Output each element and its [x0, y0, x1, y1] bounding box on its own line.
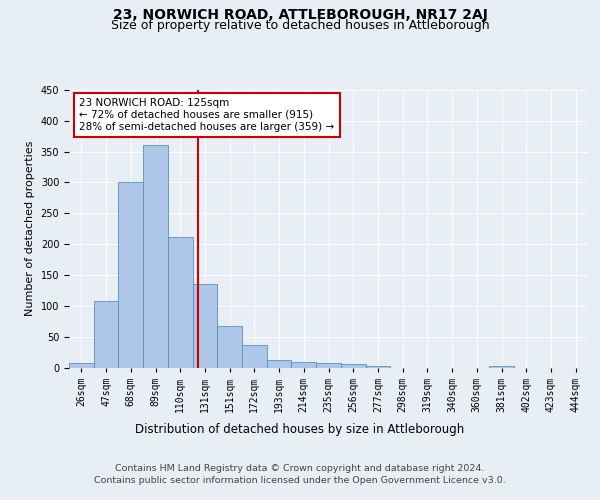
Text: 23, NORWICH ROAD, ATTLEBOROUGH, NR17 2AJ: 23, NORWICH ROAD, ATTLEBOROUGH, NR17 2AJ: [113, 8, 487, 22]
Y-axis label: Number of detached properties: Number of detached properties: [25, 141, 35, 316]
Bar: [143, 146, 168, 368]
Bar: [193, 284, 217, 368]
Bar: [341, 364, 365, 368]
Text: Distribution of detached houses by size in Attleborough: Distribution of detached houses by size …: [136, 422, 464, 436]
Text: Size of property relative to detached houses in Attleborough: Size of property relative to detached ho…: [110, 19, 490, 32]
Bar: [267, 360, 292, 368]
Bar: [365, 366, 390, 368]
Bar: [242, 344, 267, 368]
Text: Contains HM Land Registry data © Crown copyright and database right 2024.: Contains HM Land Registry data © Crown c…: [115, 464, 485, 473]
Bar: [118, 182, 143, 368]
Bar: [94, 301, 118, 368]
Bar: [69, 363, 94, 368]
Text: 23 NORWICH ROAD: 125sqm
← 72% of detached houses are smaller (915)
28% of semi-d: 23 NORWICH ROAD: 125sqm ← 72% of detache…: [79, 98, 335, 132]
Bar: [489, 366, 514, 368]
Bar: [316, 362, 341, 368]
Bar: [292, 362, 316, 368]
Text: Contains public sector information licensed under the Open Government Licence v3: Contains public sector information licen…: [94, 476, 506, 485]
Bar: [168, 237, 193, 368]
Bar: [217, 326, 242, 368]
